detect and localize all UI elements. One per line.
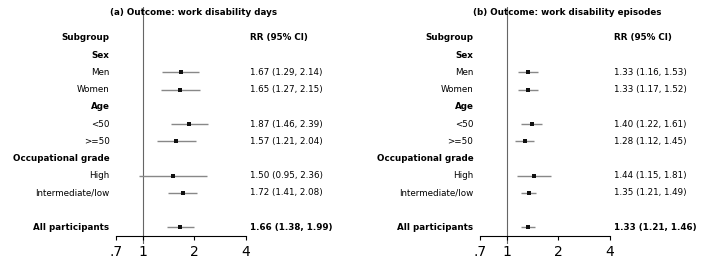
Text: Sex: Sex <box>455 51 474 60</box>
Text: >=50: >=50 <box>448 137 474 146</box>
Text: 1.66 (1.38, 1.99): 1.66 (1.38, 1.99) <box>250 223 332 232</box>
Text: <50: <50 <box>455 120 474 128</box>
Text: (b) Outcome: work disability episodes: (b) Outcome: work disability episodes <box>474 8 662 17</box>
Text: 1.44 (1.15, 1.81): 1.44 (1.15, 1.81) <box>614 171 686 180</box>
Text: Occupational grade: Occupational grade <box>13 154 110 163</box>
Text: 1.33 (1.17, 1.52): 1.33 (1.17, 1.52) <box>614 85 686 94</box>
Text: RR (95% CI): RR (95% CI) <box>250 33 308 42</box>
Text: 1.40 (1.22, 1.61): 1.40 (1.22, 1.61) <box>614 120 686 128</box>
Text: Occupational grade: Occupational grade <box>377 154 474 163</box>
Text: Intermediate/low: Intermediate/low <box>399 188 474 197</box>
Text: All participants: All participants <box>397 223 474 232</box>
Text: RR (95% CI): RR (95% CI) <box>614 33 672 42</box>
Text: 1.57 (1.21, 2.04): 1.57 (1.21, 2.04) <box>250 137 323 146</box>
Text: 1.67 (1.29, 2.14): 1.67 (1.29, 2.14) <box>250 68 322 77</box>
Text: Subgroup: Subgroup <box>62 33 110 42</box>
Text: Sex: Sex <box>92 51 110 60</box>
Text: 1.33 (1.16, 1.53): 1.33 (1.16, 1.53) <box>614 68 686 77</box>
Text: High: High <box>453 171 474 180</box>
Text: 1.87 (1.46, 2.39): 1.87 (1.46, 2.39) <box>250 120 323 128</box>
Text: >=50: >=50 <box>83 137 110 146</box>
Text: Men: Men <box>455 68 474 77</box>
Text: Age: Age <box>455 102 474 111</box>
Text: <50: <50 <box>91 120 110 128</box>
Text: 1.28 (1.12, 1.45): 1.28 (1.12, 1.45) <box>614 137 686 146</box>
Text: Men: Men <box>91 68 110 77</box>
Text: 1.65 (1.27, 2.15): 1.65 (1.27, 2.15) <box>250 85 323 94</box>
Text: 1.33 (1.21, 1.46): 1.33 (1.21, 1.46) <box>614 223 696 232</box>
Text: (a) Outcome: work disability days: (a) Outcome: work disability days <box>110 8 276 17</box>
Text: 1.72 (1.41, 2.08): 1.72 (1.41, 2.08) <box>250 188 323 197</box>
Text: Women: Women <box>440 85 474 94</box>
Text: Subgroup: Subgroup <box>426 33 474 42</box>
Text: Women: Women <box>77 85 110 94</box>
Text: Intermediate/low: Intermediate/low <box>35 188 110 197</box>
Text: Age: Age <box>90 102 110 111</box>
Text: 1.35 (1.21, 1.49): 1.35 (1.21, 1.49) <box>614 188 686 197</box>
Text: 1.50 (0.95, 2.36): 1.50 (0.95, 2.36) <box>250 171 323 180</box>
Text: All participants: All participants <box>33 223 110 232</box>
Text: High: High <box>89 171 110 180</box>
